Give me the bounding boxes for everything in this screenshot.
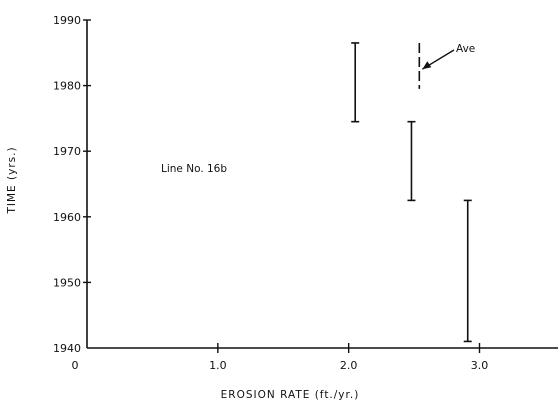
average-marker: Ave — [418, 42, 475, 89]
interval-bar — [407, 120, 416, 202]
y-axis-ticks: 1940 1950 1960 1970 1980 1990 — [53, 14, 91, 355]
y-tick-label: 1940 — [53, 342, 81, 355]
x-tick-label: 2.0 — [340, 359, 358, 372]
interval-bar — [351, 42, 360, 123]
axes — [86, 20, 558, 349]
x-tick-label: 3.0 — [471, 359, 489, 372]
y-tick-label: 1970 — [53, 145, 81, 158]
y-axis-title: TIME (yrs.) — [6, 146, 18, 214]
average-label: Ave — [456, 43, 475, 55]
y-tick-label: 1990 — [53, 14, 81, 27]
interval-marks — [351, 42, 472, 343]
y-tick-label: 1960 — [53, 211, 81, 224]
x-tick-label: 0 — [72, 359, 79, 372]
interval-bar — [463, 199, 472, 343]
y-tick-label: 1950 — [53, 276, 81, 289]
x-axis-title: EROSION RATE (ft./yr.) — [221, 389, 360, 401]
line-label-annotation: Line No. 16b — [161, 163, 227, 175]
x-tick-label: 1.0 — [209, 359, 227, 372]
x-axis-ticks: 0 1.0 2.0 3.0 — [72, 343, 489, 372]
y-tick-label: 1980 — [53, 80, 81, 93]
average-arrowhead — [422, 61, 432, 70]
